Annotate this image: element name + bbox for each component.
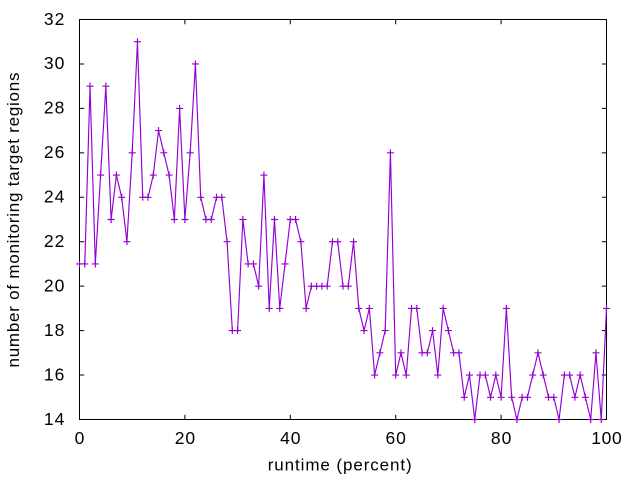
svg-text:20: 20 xyxy=(175,428,196,448)
svg-text:20: 20 xyxy=(44,275,65,295)
svg-text:80: 80 xyxy=(491,428,512,448)
svg-text:32: 32 xyxy=(44,9,64,29)
svg-text:60: 60 xyxy=(386,428,407,448)
svg-text:18: 18 xyxy=(44,320,64,340)
svg-text:16: 16 xyxy=(44,364,64,384)
svg-text:26: 26 xyxy=(44,142,64,162)
svg-text:22: 22 xyxy=(44,231,64,251)
svg-text:100: 100 xyxy=(591,428,622,448)
svg-text:0: 0 xyxy=(75,428,85,448)
svg-text:number of monitoring target re: number of monitoring target regions xyxy=(4,73,23,368)
svg-text:40: 40 xyxy=(280,428,301,448)
svg-text:runtime (percent): runtime (percent) xyxy=(268,455,412,474)
svg-text:30: 30 xyxy=(44,53,65,73)
svg-text:28: 28 xyxy=(44,98,64,118)
svg-text:24: 24 xyxy=(44,187,65,207)
svg-text:14: 14 xyxy=(44,409,65,429)
